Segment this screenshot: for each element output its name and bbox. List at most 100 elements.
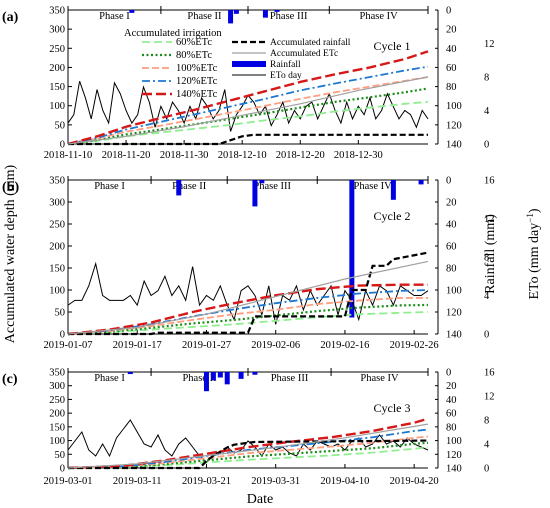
y-rain-tick-label: 40 xyxy=(446,395,457,406)
x-tick-label: 2018-11-10 xyxy=(44,150,93,161)
phase-label: Phase III xyxy=(271,373,309,384)
rainfall-bar xyxy=(262,10,268,18)
x-tick-label: 2018-12-10 xyxy=(218,150,267,161)
rainfall-bar xyxy=(203,372,209,392)
x-tick-label: 2019-02-26 xyxy=(390,340,439,351)
eto-day-line xyxy=(67,81,429,132)
rainfall-bar xyxy=(176,180,182,196)
rainfall-bar xyxy=(224,372,230,385)
y-left-tick-label: 50 xyxy=(55,308,66,319)
legend-label: ETo day xyxy=(270,71,302,81)
x-tick-label: 2019-01-27 xyxy=(182,340,231,351)
y-eto-tick-label: 12 xyxy=(484,392,495,403)
series-line xyxy=(67,423,429,469)
rainfall-bar xyxy=(274,10,280,12)
series-line xyxy=(67,311,429,335)
series-line xyxy=(67,87,429,146)
x-tick-label: 2019-03-01 xyxy=(44,476,93,487)
x-tick-label: 2019-04-20 xyxy=(390,476,439,487)
series-line xyxy=(67,50,429,146)
y-rain-tick-label: 120 xyxy=(446,120,462,131)
cycle-label: Cycle 1 xyxy=(374,39,411,53)
legend-label: Accumulated ETc xyxy=(270,49,338,59)
y-left-tick-label: 50 xyxy=(55,120,66,131)
rainfall-bar xyxy=(259,180,265,184)
legend-label: 60%ETc xyxy=(176,37,212,48)
y-rain-tick-label: 40 xyxy=(446,44,457,55)
series-line xyxy=(67,76,429,145)
y-left-tick-label: 200 xyxy=(49,242,65,253)
y-eto-tick-label: 4 xyxy=(484,440,490,451)
y-rain-tick-label: 0 xyxy=(446,6,451,17)
x-tick-label: 2019-03-31 xyxy=(251,476,300,487)
y-left-tick-label: 250 xyxy=(49,220,65,231)
y-eto-tick-label: 8 xyxy=(484,73,489,84)
y-rain-tick-label: 140 xyxy=(446,330,462,341)
x-tick-label: 2019-03-11 xyxy=(113,476,162,487)
y-rain-tick-label: 140 xyxy=(446,140,462,151)
y-rain-axis-title: Rainfall (mm) xyxy=(483,214,498,294)
y-left-axis-title: Accumulated water depth (mm) xyxy=(3,164,18,343)
y-eto-tick-label: 0 xyxy=(484,140,489,151)
y-rain-tick-label: 40 xyxy=(446,220,457,231)
y-eto-tick-label: 16 xyxy=(484,176,495,187)
x-tick-label: 2018-12-20 xyxy=(276,150,325,161)
panel-label: (a) xyxy=(2,10,19,25)
cycle-label: Cycle 2 xyxy=(374,209,411,223)
y-eto-tick-label: 4 xyxy=(484,291,490,302)
panel-label: (c) xyxy=(2,372,18,387)
y-rain-tick-label: 100 xyxy=(446,286,462,297)
panel-1: Phase I Phase II Phase III Phase IV 0 50 100 15… xyxy=(2,6,495,162)
x-tick-label: 2019-02-06 xyxy=(251,340,300,351)
y-rain-tick-label: 60 xyxy=(446,63,457,74)
rainfall-bar xyxy=(418,180,424,185)
series-line xyxy=(67,283,428,336)
y-eto-tick-label: 12 xyxy=(484,39,495,50)
legend: Accumulated irrigation 60%ETc 80%ETc 100%E… xyxy=(124,28,351,100)
legend-label: Accumulated rainfall xyxy=(270,37,351,48)
series-line xyxy=(67,260,429,335)
phase-label: Phase II xyxy=(187,11,222,22)
y-left-tick-label: 50 xyxy=(55,450,66,461)
y-left-tick-label: 0 xyxy=(60,330,65,341)
y-left-tick-label: 200 xyxy=(49,63,65,74)
phase-label: Phase I xyxy=(94,373,125,384)
x-tick-label: 2019-03-21 xyxy=(182,476,231,487)
y-left-tick-label: 100 xyxy=(49,286,65,297)
y-rain-tick-label: 140 xyxy=(446,464,462,475)
rainfall-bar xyxy=(217,372,223,378)
rainfall-bar xyxy=(238,372,244,379)
panel-2: Phase I Phase II Phase III Phase IV 0 50 100 15… xyxy=(2,176,495,352)
x-axis-title: Date xyxy=(247,492,273,507)
rainfall-bar xyxy=(228,10,234,24)
y-rain-tick-label: 20 xyxy=(446,381,457,392)
rainfall-bar xyxy=(127,372,133,375)
y-eto-axis-title: ETo (mm day−1) xyxy=(525,208,542,299)
y-rain-tick-label: 80 xyxy=(446,82,457,93)
phase-label: Phase I xyxy=(99,11,130,22)
y-rain-tick-label: 120 xyxy=(446,308,462,319)
y-left-tick-label: 150 xyxy=(49,264,65,275)
y-left-tick-label: 350 xyxy=(49,368,65,379)
phase-label: Phase III xyxy=(253,181,291,192)
panel-label: (b) xyxy=(2,180,19,195)
series-line xyxy=(68,439,429,470)
y-left-tick-label: 300 xyxy=(49,198,65,209)
y-rain-tick-label: 100 xyxy=(446,436,462,447)
legend-title: Accumulated irrigation xyxy=(124,28,222,39)
legend-label: 120%ETc xyxy=(176,76,218,87)
rainfall-bar xyxy=(390,180,396,200)
legend-label: Rainfall xyxy=(270,59,301,70)
y-left-tick-label: 0 xyxy=(60,464,65,475)
y-left-tick-label: 300 xyxy=(49,25,65,36)
series-line xyxy=(68,251,429,336)
series-line xyxy=(67,76,429,145)
y-left-tick-label: 350 xyxy=(49,176,65,187)
y-eto-tick-label: 0 xyxy=(484,330,489,341)
phase-label: Phase IV xyxy=(360,11,399,22)
eto-day-line xyxy=(67,419,429,463)
rainfall-bar xyxy=(252,180,258,207)
phase-label: Phase I xyxy=(94,181,125,192)
y-rain-tick-label: 0 xyxy=(446,176,451,187)
